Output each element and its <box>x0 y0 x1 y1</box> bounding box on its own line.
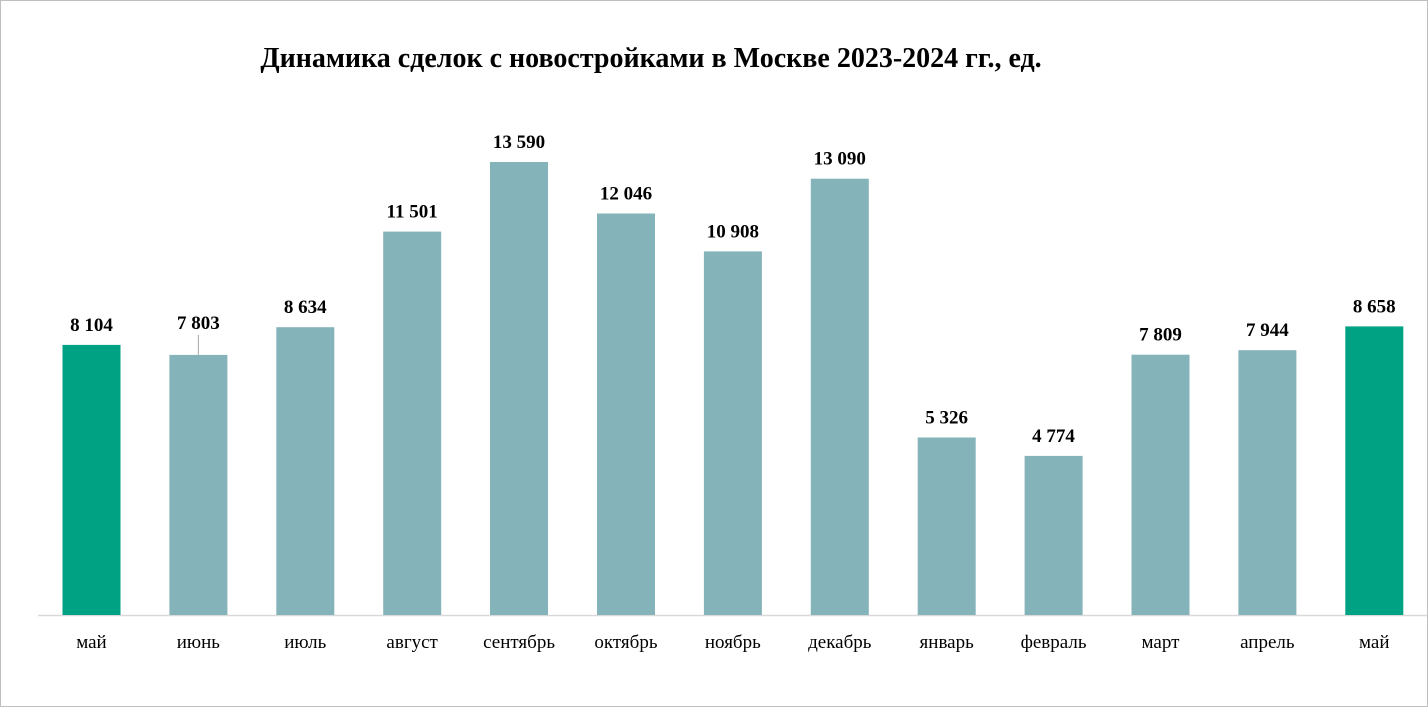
value-label-2: 8 634 <box>284 297 327 318</box>
category-label-5: октябрь <box>594 632 657 653</box>
category-label-3: август <box>386 632 438 653</box>
category-label-10: март <box>1142 632 1181 653</box>
chart-title: Динамика сделок с новостройками в Москве… <box>260 43 1042 74</box>
bar-3 <box>383 231 442 615</box>
value-label-10: 7 809 <box>1139 325 1182 346</box>
value-label-11: 7 944 <box>1246 320 1289 341</box>
value-label-4: 13 590 <box>493 132 545 153</box>
category-label-6: ноябрь <box>705 632 761 653</box>
value-label-1: 7 803 <box>177 313 220 334</box>
category-label-0: май <box>76 632 107 653</box>
category-label-1: июнь <box>177 632 221 653</box>
category-label-9: февраль <box>1021 632 1087 653</box>
bar-6 <box>703 251 762 615</box>
value-label-12: 8 658 <box>1353 296 1396 317</box>
bar-4 <box>490 162 548 615</box>
bar-5 <box>597 213 655 615</box>
value-label-6: 10 908 <box>707 221 759 242</box>
value-label-7: 13 090 <box>814 149 866 170</box>
category-label-7: декабрь <box>808 632 872 653</box>
bar-9 <box>1024 455 1083 615</box>
value-label-8: 5 326 <box>925 407 968 428</box>
bar-11 <box>1238 350 1297 615</box>
category-label-2: июль <box>284 632 326 653</box>
value-label-9: 4 774 <box>1032 426 1075 447</box>
bar-1 <box>169 354 228 615</box>
value-label-0: 8 104 <box>70 315 113 336</box>
value-label-5: 12 046 <box>600 183 652 204</box>
bar-2 <box>276 327 335 615</box>
category-label-8: январь <box>920 632 975 653</box>
value-label-3: 11 501 <box>387 202 438 223</box>
bar-8 <box>917 437 976 615</box>
bar-7 <box>810 178 869 615</box>
bar-0 <box>62 344 121 615</box>
bar-10 <box>1131 354 1190 615</box>
category-label-4: сентябрь <box>483 632 555 653</box>
category-label-12: май <box>1359 632 1390 653</box>
category-label-11: апрель <box>1240 632 1295 653</box>
bar-12 <box>1345 326 1404 615</box>
